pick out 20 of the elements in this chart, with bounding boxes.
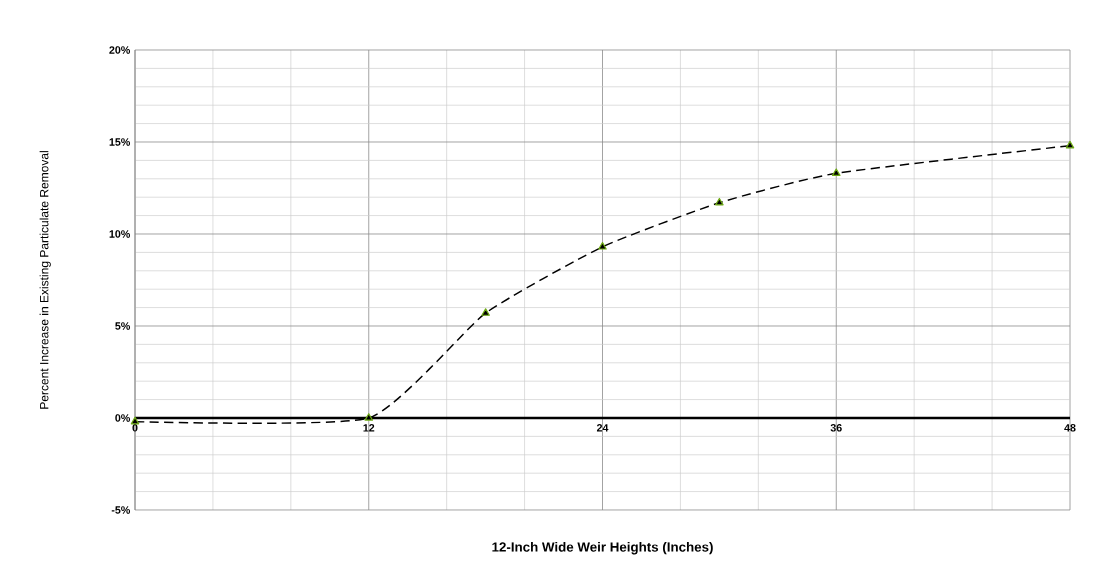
point [481, 308, 490, 316]
point [130, 416, 140, 425]
x-tick-label: 36 [830, 424, 842, 432]
y-tick-label: 15% [109, 138, 131, 146]
y-axis-title: Percent Increase in Existing Particulate Removal [39, 151, 51, 409]
x-axis-title: 12-Inch Wide Weir Heights (Inches) [492, 541, 713, 555]
y-tick-label: -5% [111, 506, 131, 514]
y-tick-label: 0% [115, 414, 131, 422]
point [364, 413, 374, 421]
x-tick-label: 24 [596, 424, 609, 432]
y-tick-label: 20% [109, 46, 131, 54]
point [831, 168, 841, 176]
x-tick-label: 48 [1064, 424, 1076, 432]
point [598, 242, 607, 250]
point [715, 197, 724, 206]
x-tick-label: 0 [132, 424, 138, 432]
y-tick-label: 5% [115, 322, 131, 330]
point [1065, 140, 1075, 149]
y-tick-label: 10% [109, 230, 131, 238]
x-tick-label: 12 [363, 424, 375, 432]
